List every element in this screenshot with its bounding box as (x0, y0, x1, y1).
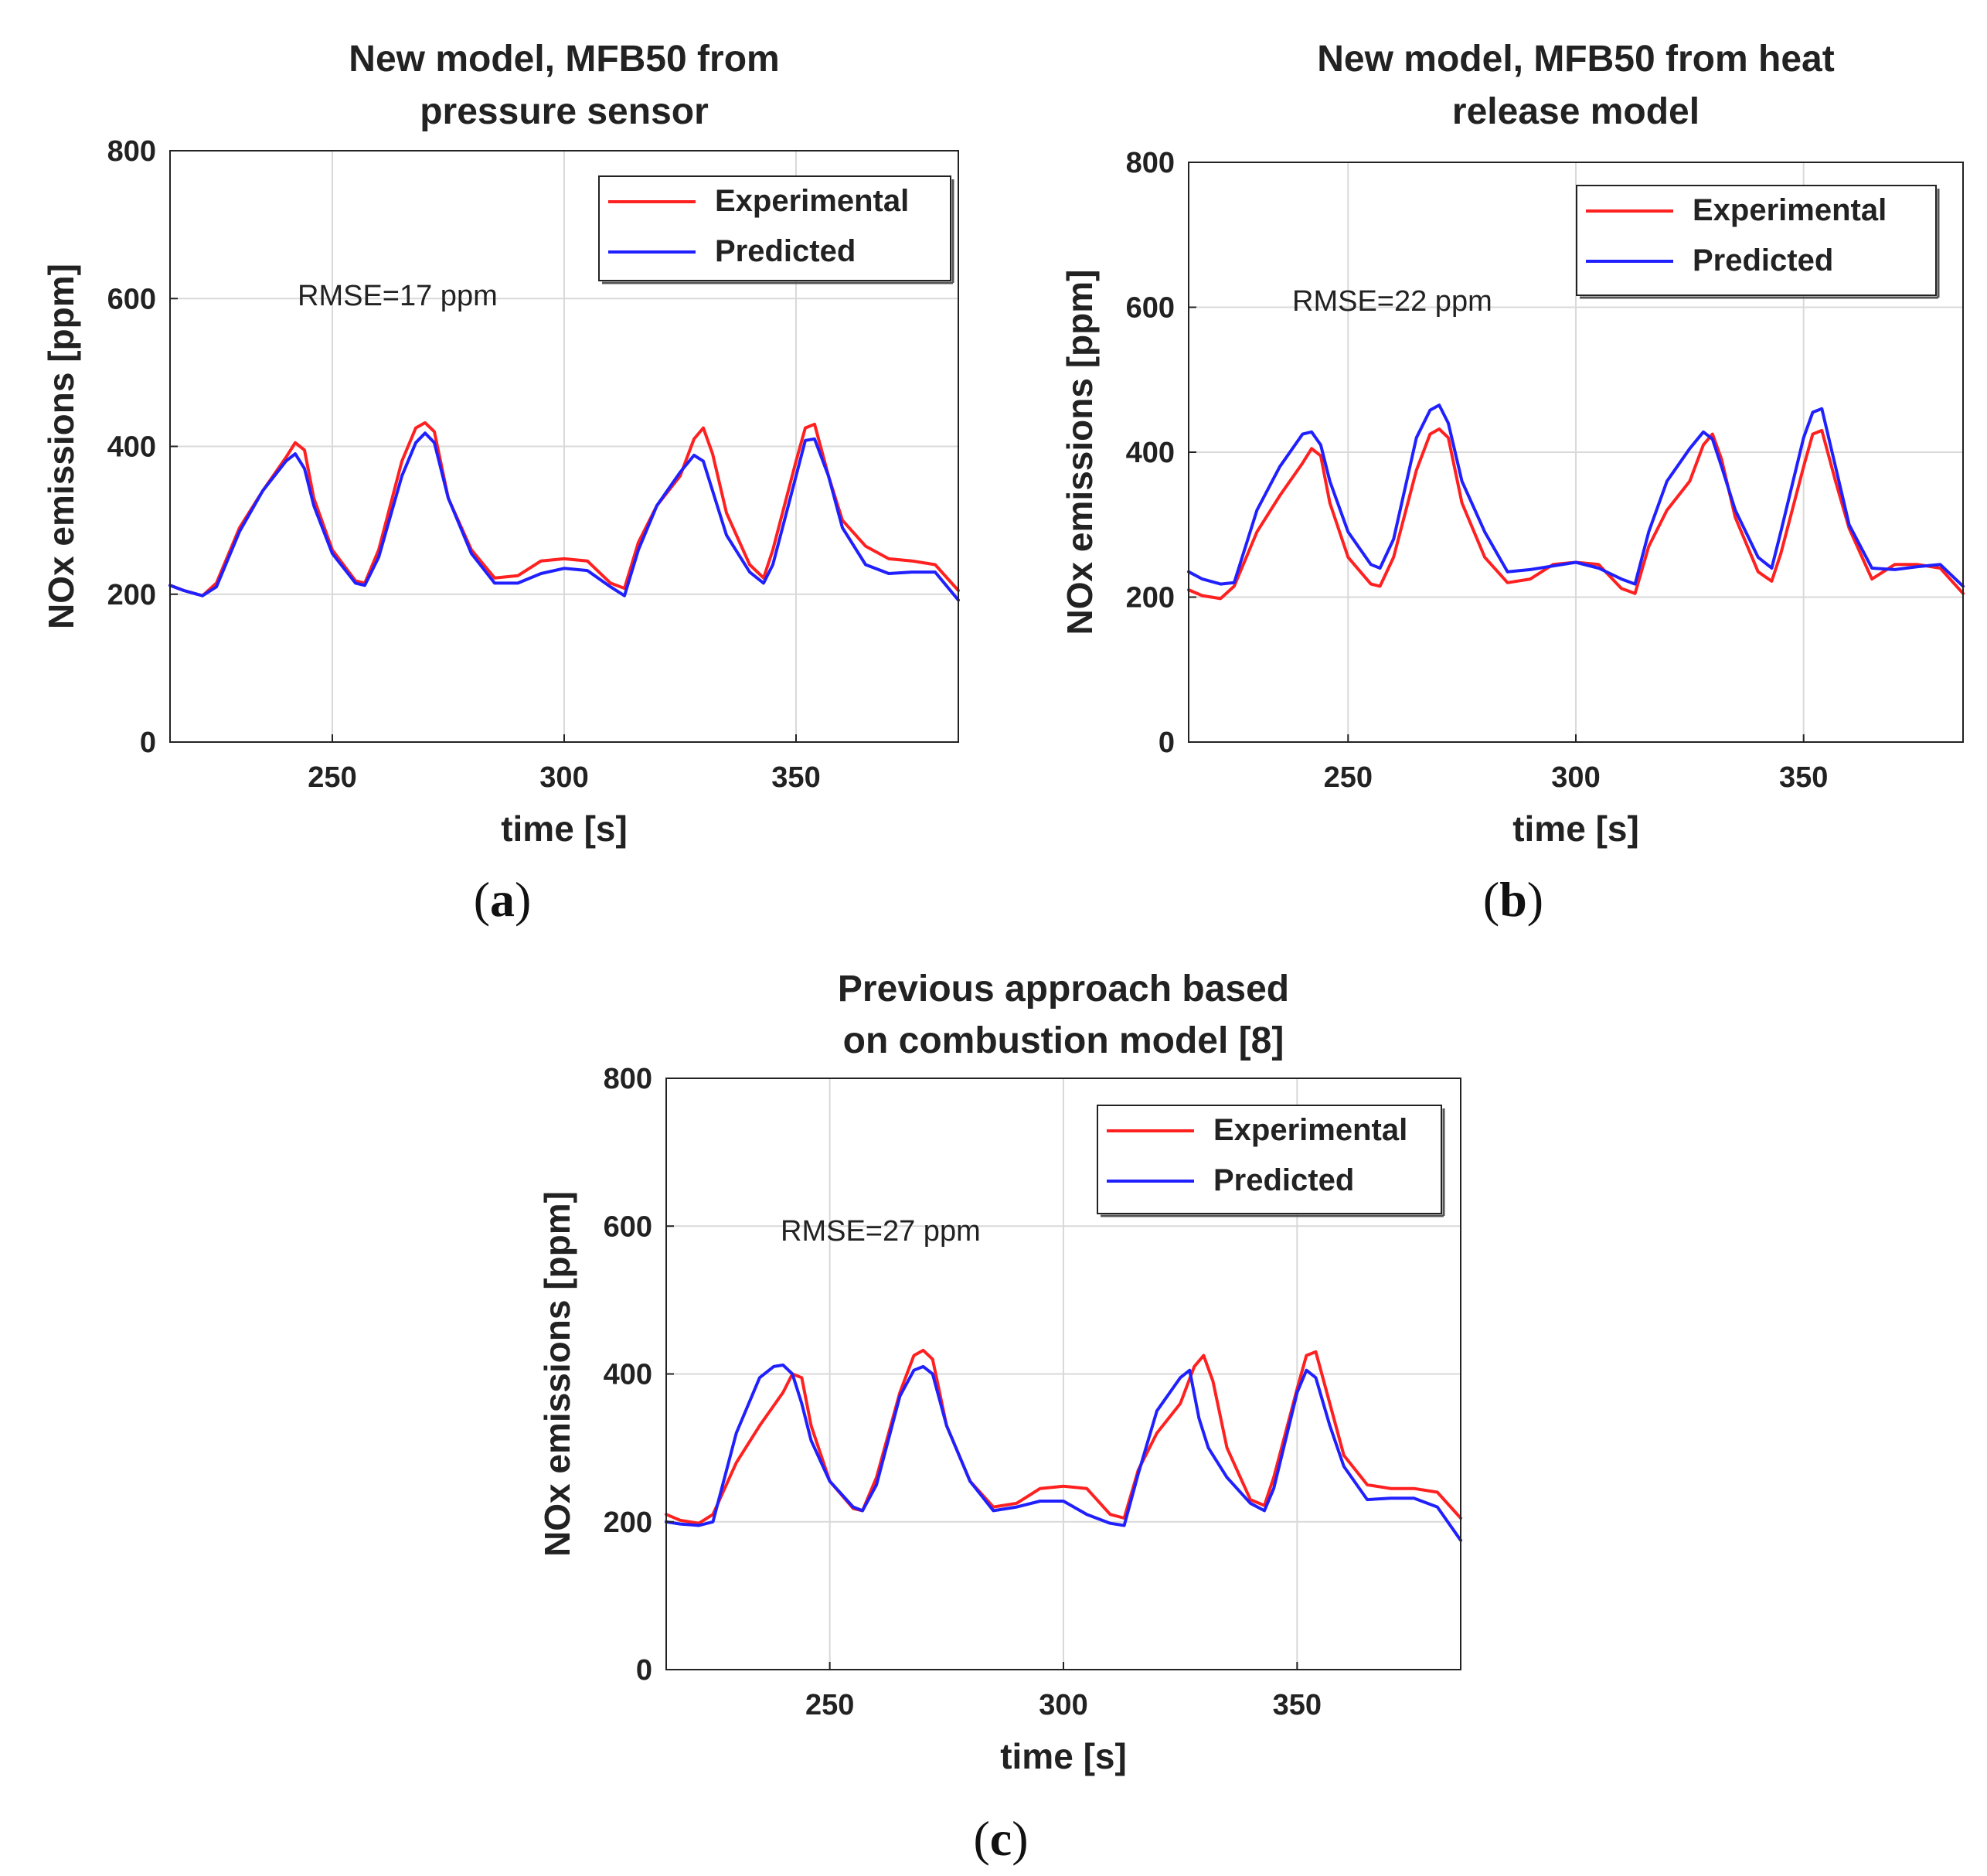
x-tick-label: 300 (1039, 1689, 1087, 1721)
chart-title-line: Previous approach based (838, 969, 1289, 1009)
chart-panel-b: New model, MFB50 from heat release model 0… (1060, 39, 1965, 927)
y-tick-label: 800 (604, 1063, 652, 1095)
x-tick-label: 350 (1273, 1689, 1322, 1721)
chart-title-line: New model, MFB50 from (349, 39, 779, 80)
x-tick-label: 300 (1551, 761, 1600, 794)
legend: Experimental Predicted (1097, 1105, 1445, 1217)
y-axis-label: NOx emissions [ppm] (1060, 270, 1100, 635)
panel-caption-letter: a (490, 872, 515, 927)
x-tick-label: 250 (308, 761, 356, 794)
series-line-experimental (168, 420, 960, 598)
legend-box (598, 175, 951, 281)
chart-title-line: New model, MFB50 from heat (1317, 39, 1834, 80)
chart-title-line: release model (1452, 91, 1699, 132)
legend-label-predicted: Predicted (1693, 243, 1833, 277)
y-tick-label: 600 (107, 283, 156, 315)
legend-label-experimental: Experimental (715, 184, 909, 218)
rmse-annotation: RMSE=27 ppm (781, 1215, 981, 1248)
panel-caption: (b) (1483, 872, 1543, 927)
x-tick-label: 250 (1324, 761, 1373, 794)
legend-label-predicted: Predicted (715, 234, 856, 268)
y-tick-label: 200 (604, 1507, 652, 1539)
chart-panel-c: Previous approach based on combustion mod… (537, 969, 1462, 1866)
y-tick-label: 800 (1126, 147, 1175, 179)
legend-box (1576, 185, 1937, 296)
series-line-experimental (665, 1348, 1462, 1525)
chart-title-line: pressure sensor (420, 91, 709, 132)
y-tick-label: 0 (1159, 727, 1175, 759)
legend: Experimental Predicted (1576, 185, 1940, 299)
chart-title-line: on combustion model [8] (843, 1020, 1284, 1061)
series-line-predicted (1187, 403, 1965, 588)
y-tick-label: 400 (1126, 437, 1175, 469)
x-tick-label: 350 (771, 761, 820, 794)
legend-box (1097, 1105, 1442, 1214)
y-axis-label: NOx emissions [ppm] (537, 1191, 577, 1557)
panel-caption: (a) (474, 872, 532, 927)
x-tick-label: 250 (805, 1689, 854, 1721)
y-tick-label: 400 (604, 1359, 652, 1391)
y-tick-label: 600 (604, 1210, 652, 1243)
legend-label-experimental: Experimental (1213, 1113, 1407, 1147)
y-tick-label: 200 (1126, 582, 1175, 615)
y-tick-label: 0 (140, 727, 156, 759)
chart-panel-a: New model, MFB50 from pressure sensor 0 200… (41, 39, 960, 927)
y-tick-label: 400 (107, 431, 156, 464)
legend-label-predicted: Predicted (1213, 1163, 1354, 1197)
panel-caption-letter: b (1499, 872, 1527, 927)
x-tick-label: 300 (539, 761, 588, 794)
y-axis-label: NOx emissions [ppm] (41, 264, 81, 629)
x-axis-label: time [s] (501, 809, 628, 849)
legend: Experimental Predicted (598, 175, 954, 284)
x-axis-label: time [s] (1000, 1736, 1127, 1776)
y-tick-label: 600 (1126, 292, 1175, 325)
y-tick-label: 800 (107, 135, 156, 168)
y-tick-label: 0 (636, 1654, 652, 1687)
y-tick-label: 200 (107, 579, 156, 611)
x-axis-label: time [s] (1512, 809, 1639, 849)
x-tick-label: 350 (1779, 761, 1828, 794)
legend-label-experimental: Experimental (1693, 193, 1887, 227)
series-line-predicted (665, 1364, 1462, 1542)
panel-caption-letter: c (990, 1811, 1012, 1866)
panel-caption: (c) (973, 1811, 1028, 1866)
rmse-annotation: RMSE=17 ppm (298, 280, 498, 312)
series-line-predicted (168, 431, 960, 602)
rmse-annotation: RMSE=22 ppm (1292, 285, 1492, 318)
